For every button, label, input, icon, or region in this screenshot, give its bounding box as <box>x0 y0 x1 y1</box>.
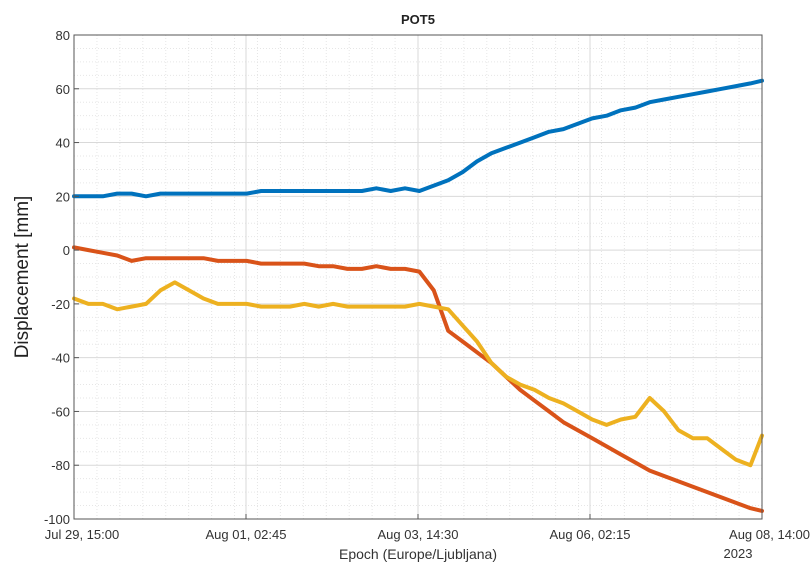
series-layer <box>72 78 764 513</box>
y-tick-label: -100 <box>44 512 70 527</box>
y-tick-label: -20 <box>51 297 70 312</box>
x-tick-label: Aug 03, 14:30 <box>378 527 459 542</box>
series-line-3 <box>72 280 764 468</box>
y-tick-label: -60 <box>51 404 70 419</box>
y-tick-label: 80 <box>56 28 70 43</box>
x-tick-label: Aug 01, 02:45 <box>206 527 287 542</box>
y-axis-label: Displacement [mm] <box>12 196 33 359</box>
x-axis-ticks: Jul 29, 15:00 Aug 01, 02:45 Aug 03, 14:30 A… <box>45 514 810 542</box>
x-tick-label: Jul 29, 15:00 <box>45 527 119 542</box>
y-tick-label: 40 <box>56 136 70 151</box>
x-axis-label: Epoch (Europe/Ljubljana) <box>339 546 497 562</box>
x-tick-label: Aug 06, 02:15 <box>550 527 631 542</box>
y-axis-ticks: -100 -80 -60 -40 -20 0 20 40 60 80 <box>44 28 79 527</box>
y-tick-label: 20 <box>56 189 70 204</box>
chart-title: POT5 <box>401 12 435 27</box>
y-tick-label: -80 <box>51 458 70 473</box>
y-tick-label: -40 <box>51 351 70 366</box>
x-tick-label: Aug 08, 14:00 <box>729 527 810 542</box>
series-line-1 <box>72 78 764 199</box>
x-axis-year-label: 2023 <box>724 546 753 561</box>
y-tick-label: 0 <box>63 243 70 258</box>
y-tick-label: 60 <box>56 82 70 97</box>
series-line-2 <box>72 245 764 513</box>
